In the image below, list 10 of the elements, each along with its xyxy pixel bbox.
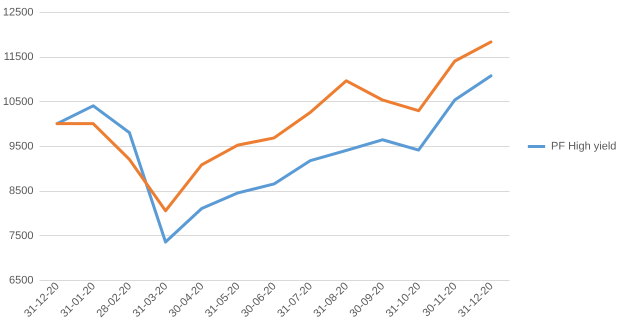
- y-tick-label: 11500: [4, 51, 34, 64]
- line-series: [56, 40, 492, 212]
- y-tick-label: 12500: [2, 6, 34, 18]
- legend-label: PF High yield: [551, 140, 616, 152]
- y-tick-label: 8500: [9, 185, 34, 198]
- y-tick-label: 7500: [9, 230, 34, 242]
- y-tick-label: 10500: [2, 96, 34, 108]
- y-tick-label: 9500: [9, 140, 34, 152]
- y-tick-label: 6500: [9, 274, 34, 286]
- line-series: [56, 74, 492, 244]
